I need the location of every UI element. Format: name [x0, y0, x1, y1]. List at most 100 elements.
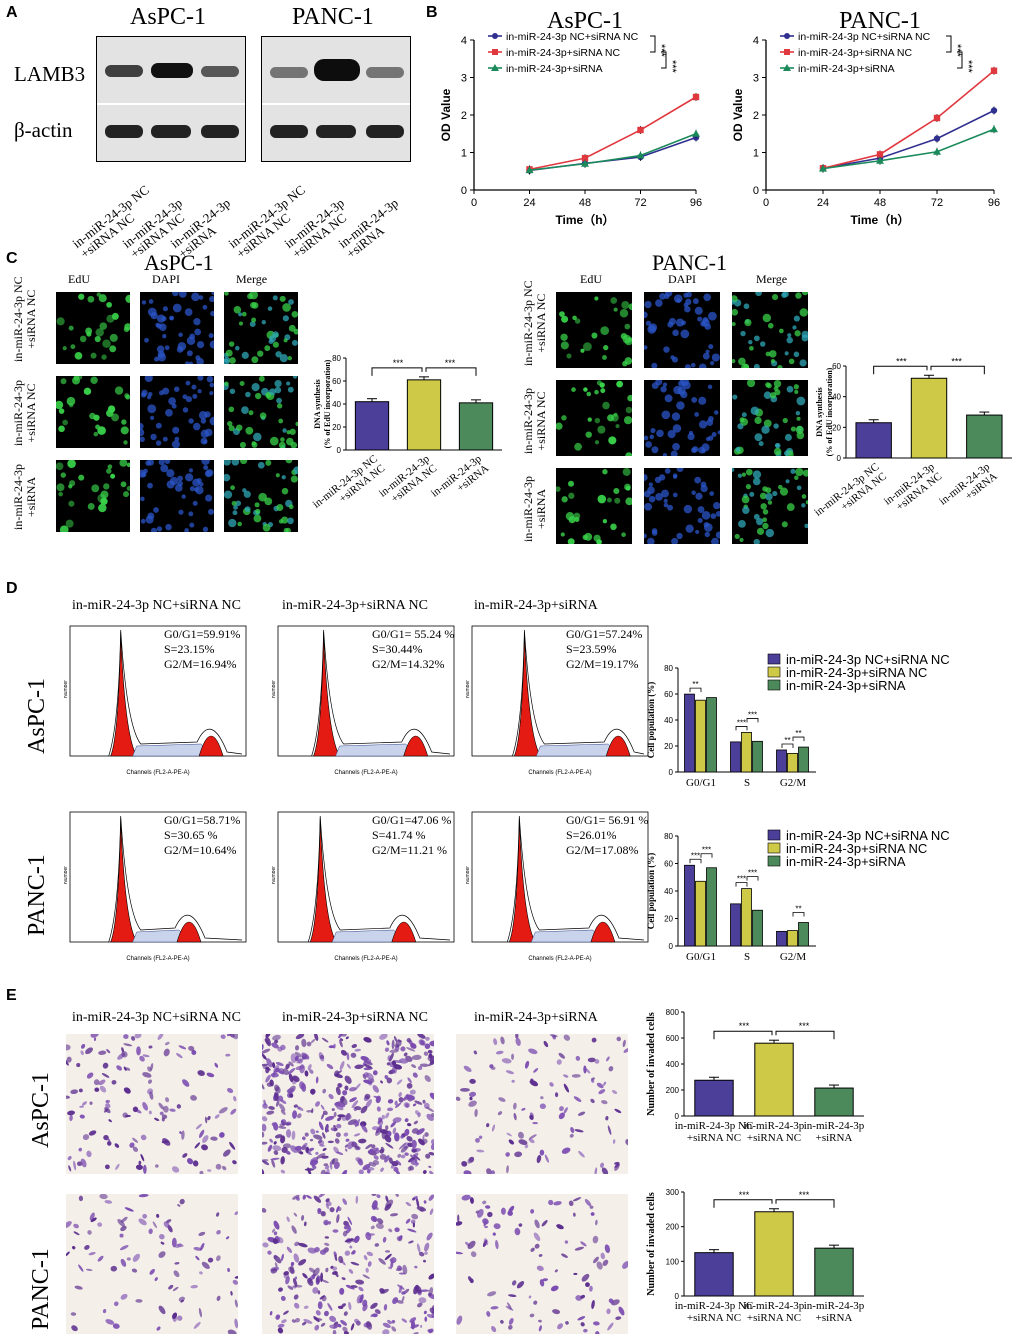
- category-label: in-miR-24-3p NC+siRNA NC: [311, 453, 388, 520]
- significance-bracket: [371, 367, 423, 376]
- histogram-outline: [506, 815, 645, 943]
- invasion-micrograph: [456, 1194, 628, 1334]
- y-tick-label: 80: [664, 832, 673, 841]
- x-axis-label: Channels (FL2-A-PE-A): [126, 956, 189, 962]
- bar: [458, 402, 494, 451]
- histogram-outline: [307, 815, 451, 943]
- g2-peak: [590, 921, 616, 943]
- y-tick-label: 400: [666, 1060, 680, 1069]
- data-point: [525, 166, 534, 174]
- data-point: [636, 151, 645, 159]
- x-axis-label: Time（h）: [850, 212, 909, 227]
- series-line: [822, 109, 995, 170]
- y-axis-label: Number: [466, 680, 471, 698]
- y-axis-label: DNA synthesis(% of EdU incorporation): [313, 359, 332, 448]
- wb-protein-actin: β-actin: [14, 118, 73, 142]
- series-line: [529, 96, 697, 171]
- significance-bracket: [873, 365, 928, 375]
- y-axis-label: Cell population (%): [646, 682, 656, 759]
- wb-band: [151, 63, 193, 78]
- edu-micrograph-merge: [224, 292, 298, 364]
- wb-membrane-aspc1: [96, 36, 246, 162]
- significance-bracket: [792, 912, 805, 917]
- histogram-frame: [471, 625, 649, 757]
- invasion-group-title: in-miR-24-3p NC+siRNA NC: [72, 1010, 241, 1025]
- y-tick-label: 4: [753, 35, 759, 47]
- category-label: in-miR-24-3p+siRNA NC: [377, 453, 440, 509]
- legend-marker: [783, 64, 791, 71]
- y-axis-label: DNA synthesis(% of EdU incorporation): [815, 367, 834, 456]
- edu-channel-label: EdU: [68, 272, 90, 286]
- y-tick-label: 0: [669, 768, 674, 777]
- y-tick-label: 0: [461, 185, 467, 197]
- legend-swatch: [767, 829, 781, 841]
- significance-bracket: [735, 882, 748, 887]
- data-point: [637, 126, 644, 134]
- edu-micrograph-dapi: [644, 380, 720, 456]
- panel-label-c: C: [6, 250, 18, 267]
- flow-cell-label-panc1: PANC-1: [24, 854, 50, 936]
- edu-micrograph-edu: [56, 376, 130, 448]
- g1-peak: [508, 817, 536, 943]
- legend-marker: [784, 33, 790, 39]
- data-point: [581, 159, 589, 167]
- legend-label: in-miR-24-3p NC+siRNA NC: [506, 31, 639, 43]
- significance-label: ***: [799, 1021, 810, 1031]
- flow-histogram: Channels (FL2-A-PE-A) Number G0/G1=57.24% S…: [466, 625, 649, 776]
- bar: [798, 746, 809, 773]
- y-tick-label: 200: [666, 1086, 680, 1095]
- invasion-micrograph: [262, 1034, 434, 1174]
- significance-label: ***: [655, 44, 667, 58]
- significance-label: ***: [748, 710, 757, 719]
- x-axis-label: Channels (FL2-A-PE-A): [126, 770, 189, 776]
- y-axis-label: Number: [272, 680, 277, 698]
- wb-band: [201, 66, 239, 77]
- y-tick-label: 40: [832, 393, 841, 402]
- category-label: in-miR-24-3p NC+siRNA NC: [812, 461, 889, 528]
- x-tick-label: 24: [523, 197, 535, 209]
- significance-bracket: [713, 1199, 773, 1208]
- y-tick-label: 0: [675, 1112, 680, 1121]
- x-axis-label: Time（h）: [555, 212, 614, 227]
- legend-marker: [492, 49, 498, 55]
- g2-peak: [198, 735, 224, 757]
- y-tick-label: 80: [332, 354, 341, 363]
- y-tick-label: 60: [664, 860, 673, 869]
- cell-cycle-stats: G0/G1=57.24% S=23.59% G2/M=19.17%: [566, 627, 642, 671]
- edu-micrograph-edu: [556, 380, 632, 456]
- bar: [354, 401, 390, 451]
- x-axis-label: Channels (FL2-A-PE-A): [528, 770, 591, 776]
- cell-cycle-chart-panc1: 0 20 40 60 80 Cell population (%) G0/G1 S G2/M in…: [646, 828, 950, 963]
- g2-peak: [176, 921, 202, 943]
- data-point: [933, 147, 941, 155]
- edu-micrograph-edu: [556, 468, 632, 544]
- y-tick-label: 20: [832, 423, 841, 432]
- legend-label: in-miR-24-3p+siRNA NC: [786, 841, 927, 856]
- significance-bracket: [957, 51, 963, 69]
- significance-label: **: [795, 729, 801, 738]
- edu-micrograph-edu: [56, 460, 130, 532]
- legend-swatch: [767, 842, 781, 854]
- edu-channel-label: Merge: [236, 272, 268, 286]
- g2-peak: [605, 735, 631, 757]
- bar: [910, 377, 948, 459]
- wb-band: [316, 125, 356, 138]
- data-point: [990, 107, 998, 114]
- bar: [754, 1211, 794, 1297]
- y-tick-label: 300: [666, 1188, 680, 1197]
- cell-cycle-chart-aspc1: 0 20 40 60 80 Cell population (%) G0/G1 S G2/M in…: [646, 652, 950, 789]
- legend-label: in-miR-24-3p NC+siRNA NC: [786, 652, 950, 667]
- edu-micrograph-edu: [556, 292, 632, 368]
- bar: [752, 740, 763, 773]
- s-phase-region: [530, 929, 604, 943]
- edu-channel-label: DAPI: [668, 272, 697, 286]
- histogram-outline: [108, 629, 243, 757]
- edu-channel-label: EdU: [580, 272, 602, 286]
- legend-label: in-miR-24-3p+siRNA NC: [506, 47, 620, 59]
- cell-cycle-stats: G0/G1=58.71% S=30.65 % G2/M=10.64%: [164, 813, 240, 857]
- bar: [684, 864, 695, 947]
- edu-cell-title-panc1: PANC-1: [652, 250, 727, 275]
- bar: [730, 741, 741, 773]
- significance-label: **: [784, 736, 790, 745]
- y-tick-label: 60: [832, 362, 841, 371]
